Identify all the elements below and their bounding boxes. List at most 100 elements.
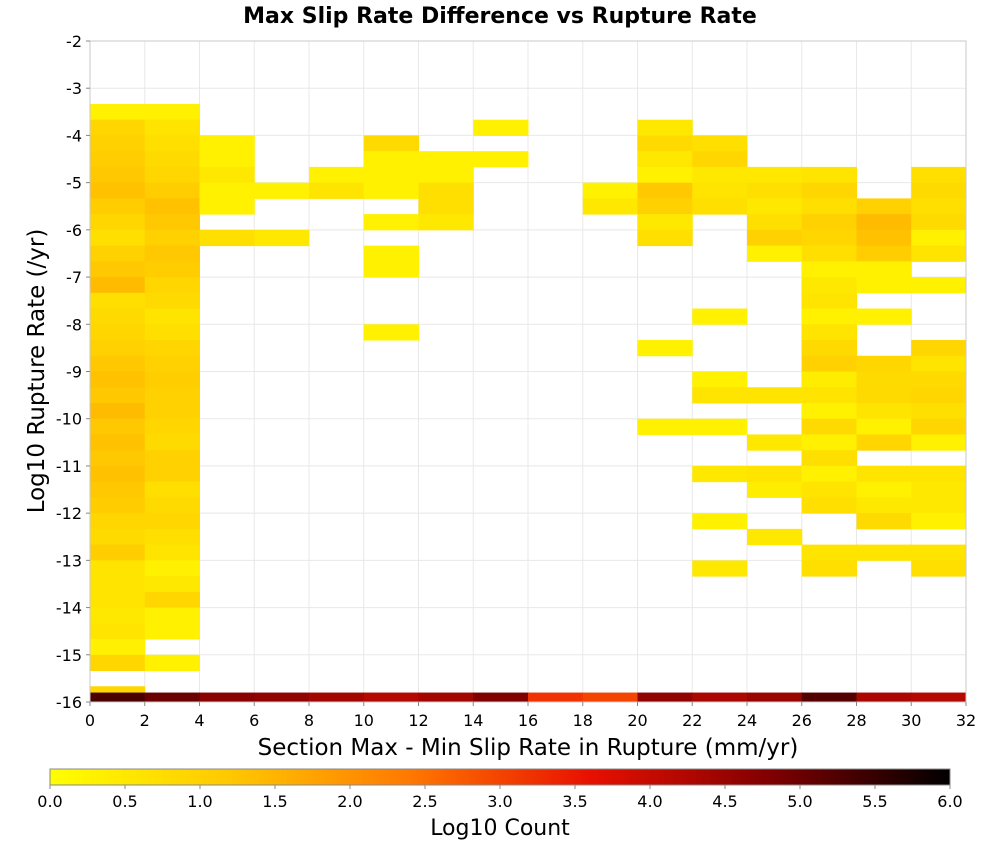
x-tick-label: 12: [408, 711, 428, 730]
heatmap-cell: [911, 229, 967, 247]
heatmap-cell: [418, 692, 474, 702]
heatmap-cell: [90, 198, 146, 215]
heatmap-cell: [90, 434, 146, 451]
y-tick-label: -5: [66, 174, 82, 193]
colorbar-tick-label: 5.5: [862, 792, 887, 811]
heatmap-cell: [90, 371, 146, 388]
y-axis-ticks: -16 -15 -14 -13 -12 -11 -10 -9 -8 -7 -6 -5 -4 -3 -2: [56, 32, 90, 712]
y-tick-label: -3: [66, 79, 82, 98]
heatmap-cell: [144, 355, 200, 372]
heatmap-cell: [363, 692, 419, 702]
heatmap-cell: [692, 387, 748, 404]
heatmap-cell: [144, 103, 200, 121]
heatmap-cell: [418, 182, 474, 199]
heatmap-cell: [856, 245, 912, 262]
heatmap-cell: [199, 135, 255, 152]
heatmap-cell: [856, 371, 912, 388]
heatmap-cell: [801, 402, 857, 420]
chart-title: Max Slip Rate Difference vs Rupture Rate: [243, 4, 757, 29]
heatmap-cell: [856, 481, 912, 498]
heatmap-cell: [90, 591, 146, 609]
heatmap-cell: [90, 261, 146, 278]
heatmap-cell: [363, 151, 419, 168]
heatmap-cell: [199, 198, 255, 215]
heatmap-cell: [144, 292, 200, 310]
heatmap-cell: [911, 371, 967, 388]
heatmap-cell: [856, 261, 912, 278]
x-tick-label: 18: [573, 711, 593, 730]
heatmap-cell: [911, 465, 967, 483]
heatmap-cell: [90, 497, 146, 514]
heatmap-cell: [90, 528, 146, 546]
colorbar-tick-label: 1.5: [262, 792, 287, 811]
colorbar-tick-label: 2.5: [412, 792, 437, 811]
heatmap-cell: [90, 355, 146, 372]
colorbar-tick-label: 4.0: [637, 792, 662, 811]
heatmap-cell: [911, 166, 967, 184]
heatmap-cell: [747, 692, 803, 702]
x-tick-label: 28: [846, 711, 866, 730]
heatmap-cell: [911, 402, 967, 420]
heatmap-cell: [637, 229, 693, 247]
heatmap-cell: [90, 692, 146, 702]
y-tick-label: -6: [66, 221, 82, 240]
y-tick-label: -16: [56, 693, 82, 712]
y-tick-label: -12: [56, 504, 82, 523]
heatmap-cell: [747, 229, 803, 247]
heatmap-cell: [692, 465, 748, 483]
heatmap-cell: [692, 151, 748, 168]
heatmap-cell: [582, 182, 638, 199]
heatmap-cell: [637, 182, 693, 199]
heatmap-cell: [90, 340, 146, 357]
heatmap-cell: [144, 340, 200, 357]
heatmap-cell: [747, 182, 803, 199]
heatmap-cell: [801, 340, 857, 357]
x-tick-label: 6: [249, 711, 259, 730]
heatmap-cell: [309, 182, 365, 199]
heatmap-cell: [144, 560, 200, 577]
heatmap-cell: [309, 692, 365, 702]
y-tick-label: -10: [56, 410, 82, 429]
heatmap-cell: [144, 418, 200, 435]
heatmap-cell: [418, 151, 474, 168]
heatmap-cell: [363, 261, 419, 278]
heatmap-cell: [90, 450, 146, 467]
heatmap-cell: [856, 465, 912, 483]
heatmap-cell: [801, 481, 857, 498]
heatmap-cell: [747, 528, 803, 546]
heatmap-cell: [692, 692, 748, 702]
heatmap-cell: [144, 229, 200, 247]
heatmap-cell: [254, 229, 310, 247]
heatmap-cell: [692, 560, 748, 577]
heatmap-cell: [801, 308, 857, 325]
heatmap-cell: [144, 166, 200, 184]
heatmap-cell: [801, 261, 857, 278]
heatmap-cell: [90, 402, 146, 420]
colorbar-tick-label: 3.0: [487, 792, 512, 811]
heatmap-cell: [747, 245, 803, 262]
x-tick-label: 16: [518, 711, 538, 730]
heatmap-cell: [637, 214, 693, 231]
heatmap-cell: [144, 214, 200, 231]
heatmap-cell: [856, 308, 912, 325]
heatmap-cell: [856, 692, 912, 702]
heatmap-cell: [801, 182, 857, 199]
x-tick-label: 32: [956, 711, 976, 730]
heatmap-cell: [582, 692, 638, 702]
heatmap-cell: [144, 135, 200, 152]
heatmap-cell: [801, 387, 857, 404]
heatmap-cell: [90, 182, 146, 199]
colorbar-tick-label: 0.5: [112, 792, 137, 811]
heatmap-cell: [473, 119, 529, 136]
y-tick-label: -15: [56, 646, 82, 665]
y-tick-label: -13: [56, 551, 82, 570]
heatmap-cell: [90, 387, 146, 404]
heatmap-cell: [144, 151, 200, 168]
x-tick-label: 14: [463, 711, 483, 730]
colorbar: [49, 768, 951, 786]
heatmap-cell: [144, 654, 200, 672]
heatmap-cell: [363, 166, 419, 184]
heatmap-cell: [747, 434, 803, 451]
heatmap-cell: [144, 450, 200, 467]
heatmap-cell: [144, 245, 200, 262]
